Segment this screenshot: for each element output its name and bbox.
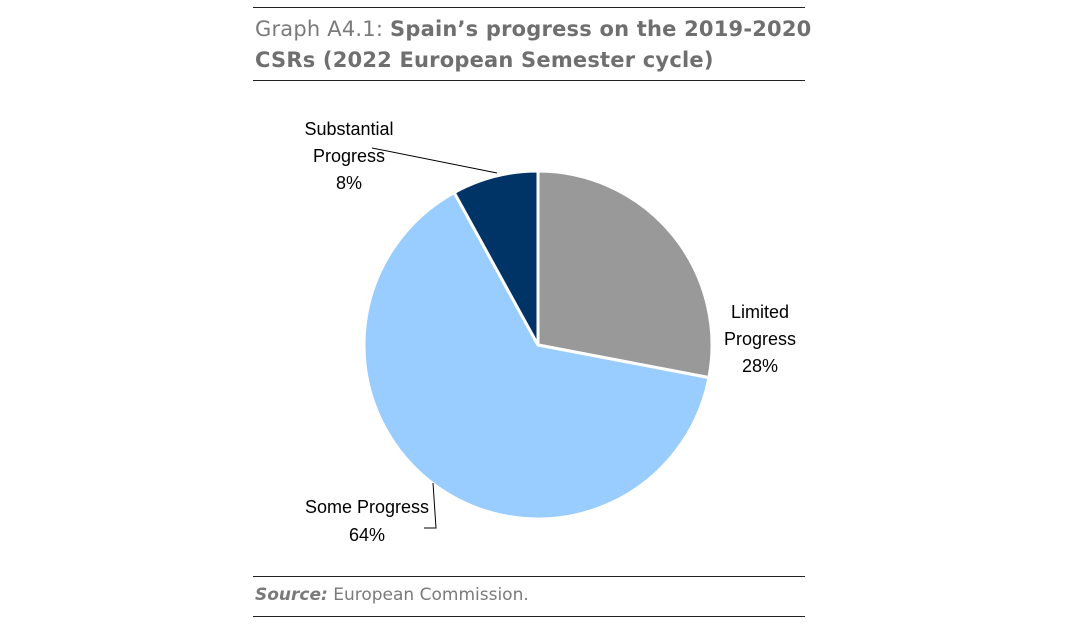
label-substantial-progress: Substantial	[304, 119, 393, 139]
label-limited-progress: Progress	[724, 329, 796, 349]
bottom-rule	[253, 616, 805, 617]
title-rule	[253, 80, 805, 81]
slice-some-progress	[362, 190, 711, 521]
label-substantial-progress: 8%	[336, 173, 362, 193]
source-note: Source: European Commission.	[255, 585, 529, 605]
source-top-rule	[253, 576, 805, 577]
top-rule	[253, 7, 805, 8]
leader-line-substantial	[371, 147, 498, 174]
slice-limited-progress	[536, 169, 714, 380]
label-some-progress: Some Progress	[305, 497, 429, 517]
label-limited-progress: Limited	[731, 302, 789, 322]
chart-title: Graph A4.1: Spain’s progress on the 2019…	[255, 17, 812, 72]
label-substantial-progress: Progress	[313, 146, 385, 166]
leader-line-some	[424, 482, 437, 529]
label-some-progress: 64%	[349, 525, 385, 545]
label-limited-progress: 28%	[742, 356, 778, 376]
slice-substantial-progress	[452, 169, 540, 346]
